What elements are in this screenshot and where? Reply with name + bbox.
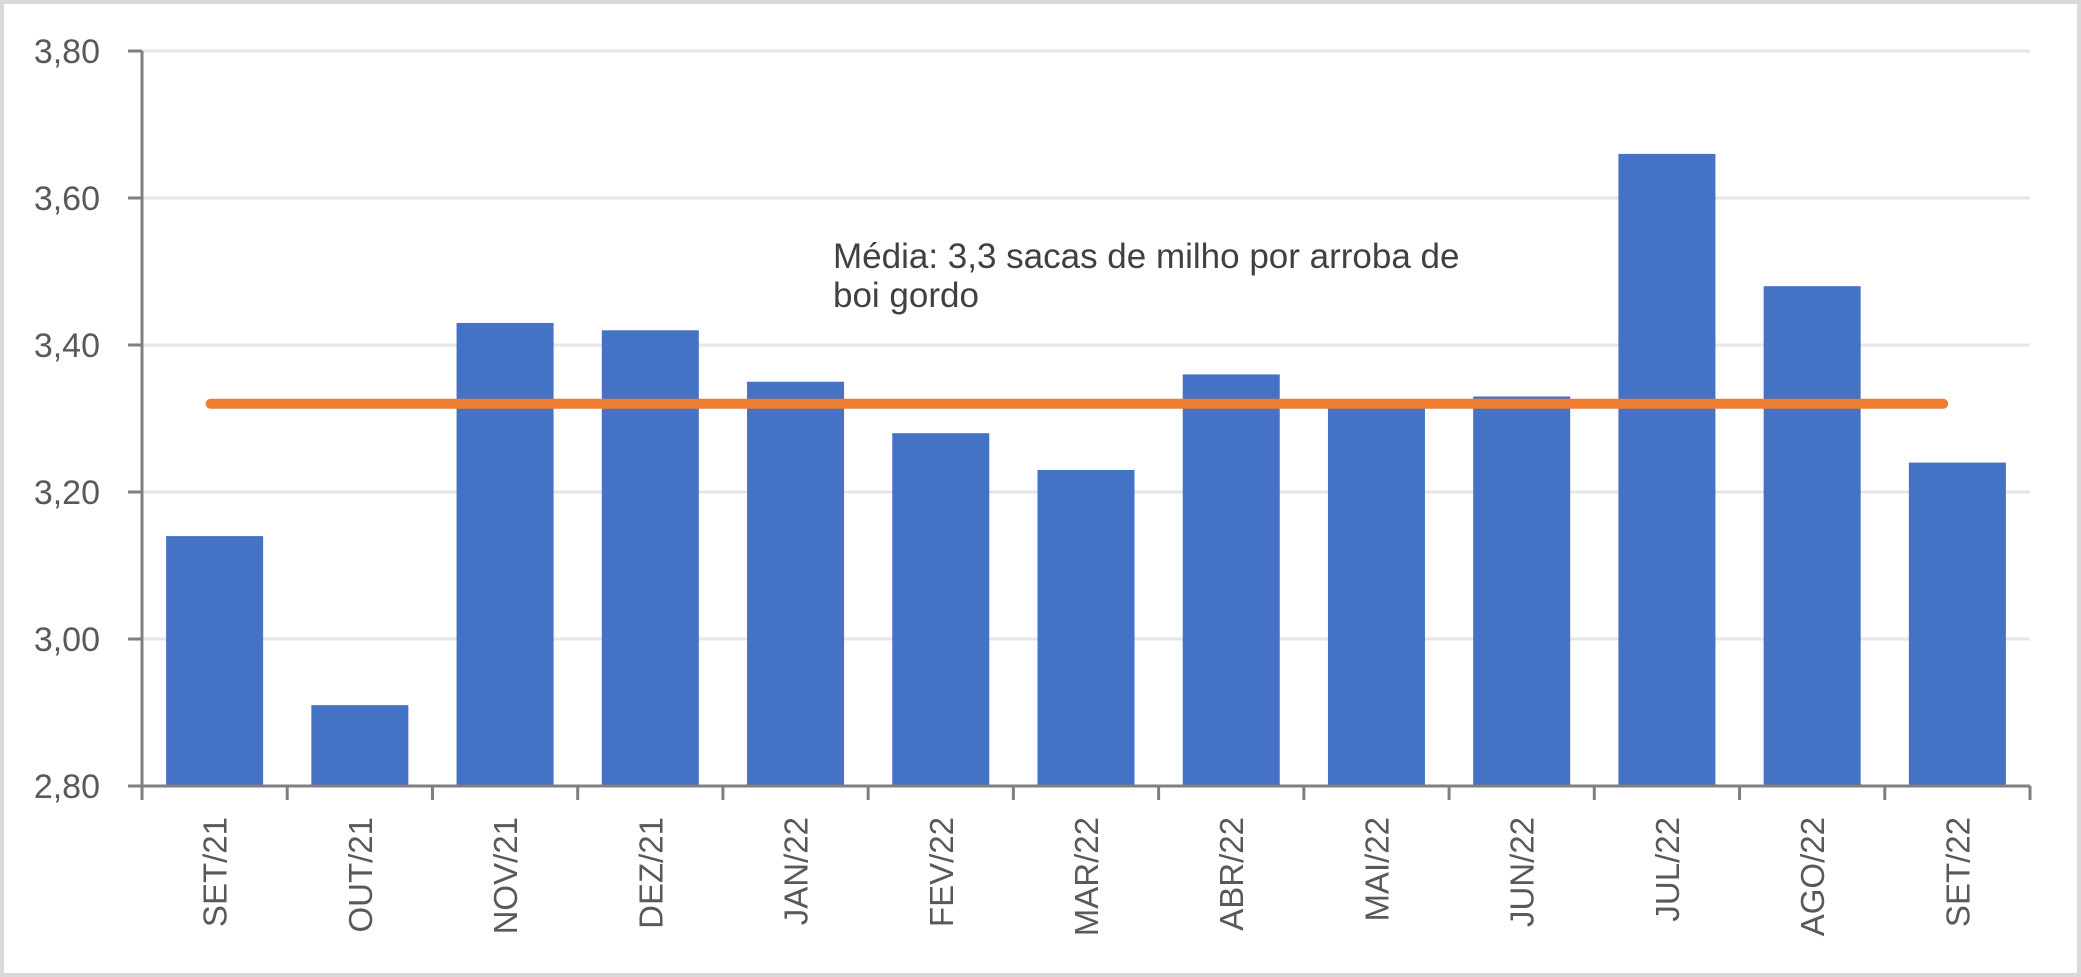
x-tick-label: NOV/21 [487, 817, 524, 934]
bar-series [166, 153, 2006, 786]
x-tick-label: FEV/22 [923, 817, 960, 927]
x-tick-label: DEZ/21 [632, 817, 669, 929]
y-tick-label: 3,00 [34, 621, 100, 659]
bar [1327, 403, 1425, 786]
y-tick-label: 2,80 [34, 768, 100, 806]
bar [601, 330, 699, 786]
x-tick-label: JAN/22 [778, 817, 815, 925]
bar [166, 536, 264, 786]
x-tick-label: ABR/22 [1213, 817, 1250, 931]
x-axis-ticks: SET/21 OUT/21 NOV/21 DEZ/21 JAN/22 FEV/22 MAR/… [140, 786, 2032, 936]
annotation-line-1: Média: 3,3 sacas de milho por arroba de [833, 237, 1459, 276]
x-tick-label: MAI/22 [1358, 817, 1395, 922]
bar [456, 322, 554, 786]
bar [747, 381, 845, 786]
x-tick-label: SET/21 [197, 817, 234, 927]
annotation-line-2: boi gordo [833, 276, 979, 315]
x-tick-label: MAR/22 [1068, 817, 1105, 936]
axes [140, 51, 2030, 788]
bar [892, 433, 990, 786]
bar [1037, 469, 1135, 786]
bar [1182, 374, 1280, 786]
y-tick-label: 3,60 [34, 180, 100, 218]
bar [1763, 286, 1861, 786]
x-tick-label: AGO/22 [1794, 817, 1831, 936]
x-tick-label: OUT/21 [342, 817, 379, 933]
x-tick-label: JUL/22 [1649, 817, 1686, 922]
y-tick-label: 3,80 [34, 33, 100, 71]
y-tick-label: 3,20 [34, 474, 100, 512]
average-annotation: Média: 3,3 sacas de milho por arroba de … [833, 237, 1459, 315]
x-tick-label: JUN/22 [1504, 817, 1541, 927]
bar [311, 705, 409, 786]
y-tick-label: 3,40 [34, 327, 100, 365]
bar [1618, 153, 1716, 786]
bar [1473, 396, 1571, 786]
x-tick-label: SET/22 [1939, 817, 1976, 927]
y-axis-ticks: 2,80 3,00 3,20 3,40 3,60 3,80 [34, 33, 142, 806]
bar [1908, 462, 2006, 786]
